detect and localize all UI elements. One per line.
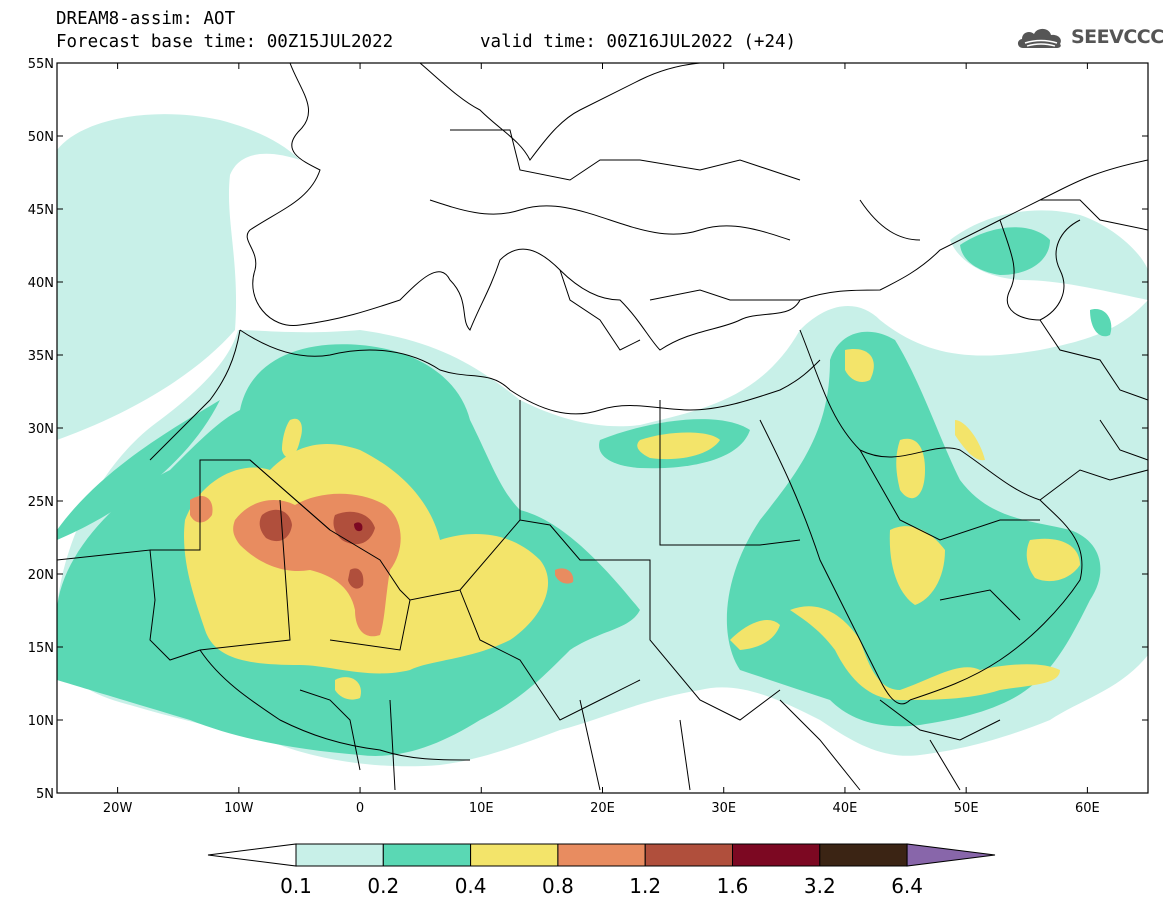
colorbar-segment (819, 843, 908, 867)
colorbar-segment (295, 843, 384, 867)
colorbar-segment (470, 843, 559, 867)
colorbar-over-triangle (906, 843, 996, 867)
colorbar-label: 1.2 (629, 874, 661, 898)
x-axis-ticks: 20W 10W 0 10E 20E 30E 40E 50E 60E (103, 63, 1100, 816)
seevccc-logo: SEEVCCC (1015, 24, 1164, 50)
y-tick-label: 25N (28, 495, 54, 510)
x-tick-label: 60E (1075, 801, 1100, 816)
y-tick-label: 50N (28, 130, 54, 145)
aot-level-1-2 (259, 509, 375, 589)
colorbar-label: 6.4 (891, 874, 923, 898)
x-tick-label: 10E (469, 801, 494, 816)
logo-text: SEEVCCC (1071, 26, 1164, 48)
aot-field-layer (57, 114, 1148, 767)
x-tick-label: 10W (224, 801, 254, 816)
forecast-base-time: Forecast base time: 00Z15JUL2022 (56, 32, 394, 52)
colorbar-segment (732, 843, 821, 867)
y-tick-label: 55N (28, 57, 54, 72)
y-tick-label: 35N (28, 349, 54, 364)
y-tick-label: 5N (36, 787, 54, 802)
y-tick-label: 10N (28, 714, 54, 729)
colorbar-segment (557, 843, 646, 867)
x-tick-label: 0 (356, 801, 364, 816)
y-tick-label: 15N (28, 641, 54, 656)
y-tick-label: 40N (28, 276, 54, 291)
valid-time: valid time: 00Z16JUL2022 (+24) (480, 32, 797, 52)
y-tick-label: 45N (28, 203, 54, 218)
aot-colorbar: 0.1 0.2 0.4 0.8 1.2 1.6 3.2 6.4 (207, 843, 996, 898)
colorbar-segment (644, 843, 734, 867)
x-tick-label: 20W (103, 801, 133, 816)
y-axis-ticks: 55N 50N 45N 40N 35N 30N 25N 20N 15N 10N 5N (28, 57, 1148, 802)
coastlines-borders (57, 63, 1148, 791)
colorbar-segment (382, 843, 472, 867)
colorbar-label: 0.4 (455, 874, 487, 898)
colorbar-label: 1.6 (717, 874, 749, 898)
colorbar-label: 0.8 (542, 874, 574, 898)
aot-level-1-6 (354, 522, 363, 532)
map-title: DREAM8-assim: AOT (56, 9, 236, 29)
colorbar-label: 0.1 (280, 874, 312, 898)
x-tick-label: 40E (833, 801, 858, 816)
cloud-icon (1017, 28, 1061, 48)
y-tick-label: 20N (28, 568, 54, 583)
colorbar-under-triangle (207, 843, 297, 867)
x-tick-label: 20E (590, 801, 615, 816)
y-tick-label: 30N (28, 422, 54, 437)
x-tick-label: 30E (711, 801, 736, 816)
colorbar-label: 0.2 (367, 874, 399, 898)
colorbar-label: 3.2 (804, 874, 836, 898)
x-tick-label: 50E (954, 801, 979, 816)
